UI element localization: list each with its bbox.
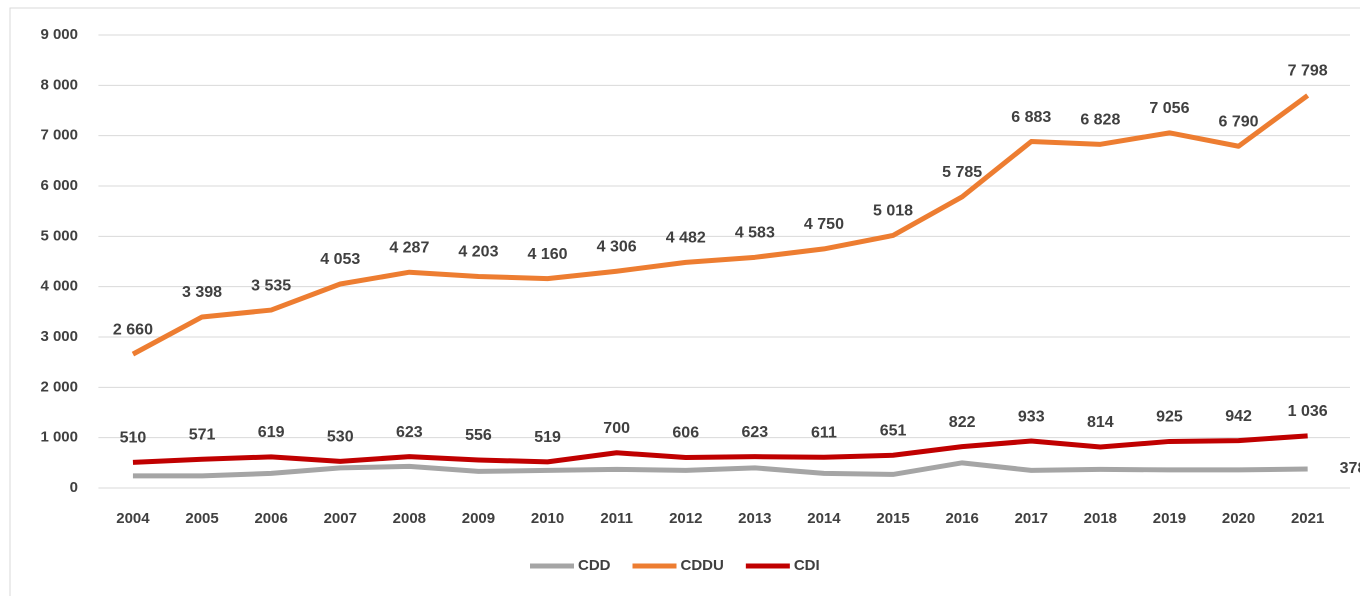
x-tick-label: 2009 <box>462 510 495 527</box>
data-label: 814 <box>1087 414 1114 431</box>
y-tick-label: 2 000 <box>40 378 78 395</box>
x-tick-label: 2010 <box>531 510 564 527</box>
y-tick-label: 7 000 <box>40 127 78 144</box>
data-label: 556 <box>465 427 492 444</box>
x-tick-label: 2015 <box>876 510 909 527</box>
legend-label: CDDU <box>681 557 724 574</box>
y-tick-label: 5 000 <box>40 227 78 244</box>
data-label: 623 <box>741 424 768 441</box>
data-label: 5 018 <box>873 203 913 220</box>
y-tick-label: 8 000 <box>40 76 78 93</box>
data-label: 623 <box>396 424 423 441</box>
data-label: 4 583 <box>735 225 775 242</box>
x-tick-label: 2019 <box>1153 510 1186 527</box>
x-tick-label: 2014 <box>807 510 841 527</box>
data-label: 942 <box>1225 408 1252 425</box>
x-tick-label: 2008 <box>393 510 426 527</box>
data-label: 933 <box>1018 408 1045 425</box>
data-label: 651 <box>880 422 907 439</box>
data-label: 822 <box>949 414 976 431</box>
data-label: 378 <box>1340 460 1360 477</box>
legend-label: CDI <box>794 557 820 574</box>
x-tick-label: 2012 <box>669 510 702 527</box>
x-tick-label: 2011 <box>600 510 633 527</box>
data-label: 7 056 <box>1149 100 1189 117</box>
data-label: 4 482 <box>666 230 706 247</box>
data-label: 3 535 <box>251 277 291 294</box>
data-label: 7 798 <box>1288 63 1328 80</box>
chart-frame <box>9 7 1360 596</box>
data-label: 4 053 <box>320 251 360 268</box>
data-label: 4 306 <box>597 238 637 255</box>
x-tick-label: 2017 <box>1015 510 1048 527</box>
data-label: 5 785 <box>942 164 982 181</box>
data-label: 4 203 <box>458 244 498 261</box>
series-line <box>131 93 1310 357</box>
data-label: 2 660 <box>113 321 153 338</box>
data-label: 4 750 <box>804 216 844 233</box>
data-label: 606 <box>672 425 699 442</box>
y-tick-label: 0 <box>70 479 78 496</box>
data-label: 611 <box>811 424 837 441</box>
y-tick-label: 6 000 <box>40 177 78 194</box>
data-label: 1 036 <box>1288 403 1328 420</box>
x-tick-label: 2013 <box>738 510 771 527</box>
series-line <box>132 460 1308 479</box>
x-tick-label: 2016 <box>945 510 978 527</box>
data-label: 6 828 <box>1080 112 1120 129</box>
data-label: 519 <box>534 429 561 446</box>
data-label: 3 398 <box>182 284 222 301</box>
x-tick-label: 2005 <box>185 510 218 527</box>
x-tick-label: 2020 <box>1222 510 1255 527</box>
x-tick-label: 2007 <box>324 510 357 527</box>
y-tick-label: 1 000 <box>40 429 78 446</box>
legend-label: CDD <box>578 557 611 574</box>
data-label: 530 <box>327 429 354 446</box>
y-tick-label: 4 000 <box>40 278 78 295</box>
data-label: 700 <box>603 420 630 437</box>
data-label: 4 160 <box>528 246 568 263</box>
x-tick-label: 2021 <box>1291 510 1324 527</box>
data-label: 619 <box>258 424 285 441</box>
data-label: 510 <box>120 430 147 447</box>
data-label: 925 <box>1156 409 1183 426</box>
x-tick-label: 2006 <box>254 510 287 527</box>
x-tick-label: 2004 <box>116 510 150 527</box>
x-tick-label: 2018 <box>1084 510 1117 527</box>
data-label: 6 883 <box>1011 109 1051 126</box>
y-tick-label: 9 000 <box>40 26 78 43</box>
data-label: 4 287 <box>389 239 429 256</box>
data-label: 571 <box>189 426 216 443</box>
y-tick-label: 3 000 <box>40 328 78 345</box>
series-line <box>132 433 1308 465</box>
data-label: 6 790 <box>1219 113 1259 130</box>
